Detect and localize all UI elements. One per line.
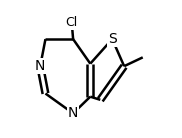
Text: S: S	[108, 32, 117, 46]
Text: N: N	[35, 59, 45, 73]
Text: Cl: Cl	[66, 16, 78, 29]
Text: N: N	[68, 106, 78, 120]
